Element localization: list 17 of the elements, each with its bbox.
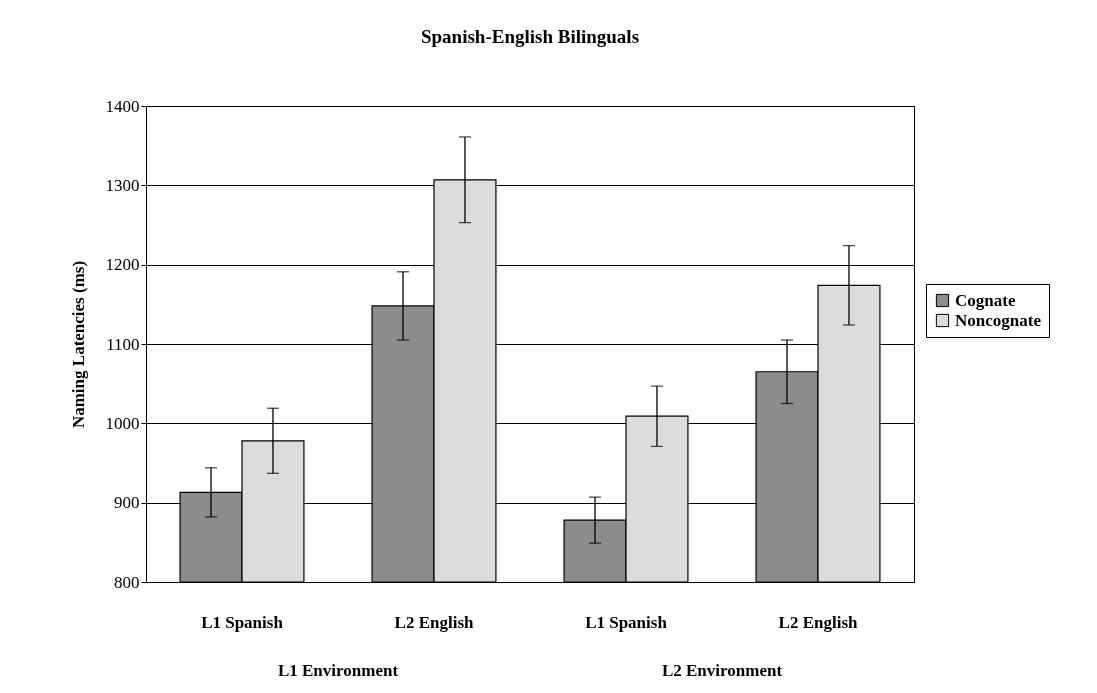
chart-title: Spanish-English Bilinguals <box>420 26 640 47</box>
y-tick-label: 1400 <box>105 96 140 116</box>
x-tick-label: L1 Spanish <box>585 612 668 632</box>
y-axis-title: Naming Latencies (ms) <box>68 260 88 429</box>
x-tick-label: L1 Spanish <box>201 612 284 632</box>
y-tick-label: 800 <box>114 572 140 592</box>
x-tick-label: L2 English <box>778 612 858 632</box>
legend-label: Noncognate <box>955 310 1042 330</box>
y-tick-label: 1000 <box>105 413 140 433</box>
text: L1 Environment <box>277 661 399 680</box>
y-tick-label: 1300 <box>105 175 140 195</box>
text: L2 Environment <box>661 661 783 680</box>
y-tick-label: 900 <box>114 493 140 513</box>
y-tick-label: 1200 <box>105 255 140 275</box>
y-tick-label: 1100 <box>106 334 140 354</box>
x-tick-label: L2 English <box>394 612 474 632</box>
legend-label: Cognate <box>955 290 1016 310</box>
